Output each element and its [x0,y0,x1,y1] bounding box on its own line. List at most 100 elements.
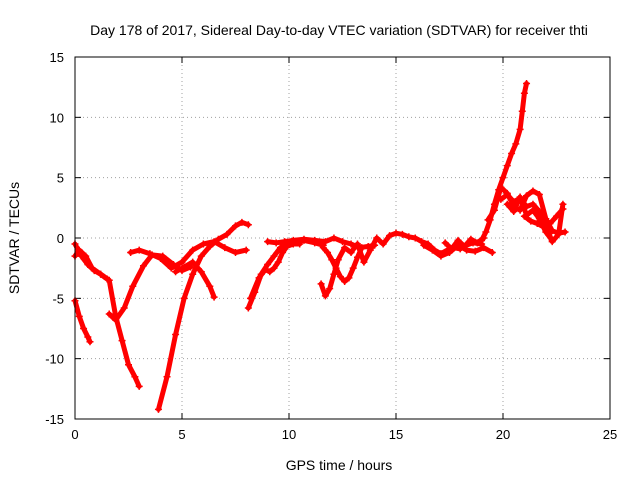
data-point [129,282,137,290]
data-point [238,218,246,226]
data-point [90,267,98,275]
plot-frame [74,56,611,420]
series-track-6 [154,218,252,413]
data-point [508,150,516,158]
data-point [266,268,274,276]
data-point [326,285,334,293]
data-point [84,333,92,341]
data-point [86,338,94,346]
data-point [97,270,105,278]
data-point [529,206,537,214]
data-point [542,228,550,236]
data-point [112,316,120,324]
data-point [499,174,507,182]
y-tick-label: 5 [57,171,64,186]
data-point [120,304,128,312]
data-point [311,236,319,244]
data-point [105,310,113,318]
data-point [533,220,541,228]
data-point [232,222,239,230]
data-point [516,193,524,201]
data-point [454,236,462,244]
data-point [478,236,486,244]
data-point [264,238,272,246]
data-point [345,274,353,282]
data-point [471,247,479,255]
data-point [379,240,387,248]
data-point [131,373,139,381]
data-point [330,234,338,242]
data-point [84,261,92,269]
data-point [270,264,278,272]
series-line [320,245,365,284]
x-tick-label: 15 [389,427,403,442]
data-point [261,265,269,273]
data-point [154,405,162,413]
x-tick-label: 5 [178,427,185,442]
data-point [125,361,132,369]
data-point [336,273,344,281]
data-point [206,242,214,250]
series-track-20 [520,205,567,231]
data-point [349,264,357,272]
data-point [428,246,436,254]
y-tick-label: -15 [45,412,64,427]
data-point [180,263,188,271]
data-point [330,270,338,278]
data-point [503,200,511,208]
data-point [210,293,218,301]
data-point [135,382,143,390]
x-tick-label: 0 [71,427,78,442]
data-point [546,220,554,228]
data-point [180,294,188,302]
data-point [157,255,165,263]
data-point [146,250,154,258]
y-tick-label: -10 [45,352,64,367]
data-point [405,233,413,241]
data-point [523,192,531,200]
data-point [163,373,171,381]
data-point [206,282,214,290]
data-point [559,205,567,213]
data-point [520,212,528,220]
y-tick-label: -5 [52,291,64,306]
data-point [347,240,355,248]
data-point [490,206,498,214]
data-point [366,246,374,254]
data-point [242,246,250,254]
series-line [106,252,194,323]
y-tick-label: 10 [50,110,64,125]
grid [75,57,610,419]
data-point [353,240,361,248]
series-track-7 [172,258,218,301]
data-series [71,80,569,413]
data-point [172,331,180,339]
data-point [497,183,505,191]
data-point [339,238,346,246]
data-point [441,239,449,247]
data-point [518,107,526,115]
data-point [473,239,481,247]
series-track-9 [246,240,304,302]
data-point [373,234,381,242]
data-point [264,261,272,269]
data-point [529,200,537,208]
data-point [512,140,520,148]
data-point [319,244,327,252]
data-point [244,304,252,312]
data-point [103,275,111,283]
series-track-5 [127,238,250,272]
data-point [548,236,556,244]
data-point [321,292,329,300]
data-point [189,246,197,254]
data-point [503,191,511,199]
data-point [270,252,278,260]
data-point [332,264,340,272]
data-point [460,242,468,250]
data-point [420,241,428,249]
data-point [535,191,543,199]
data-point [328,256,336,264]
data-point [467,235,475,243]
x-tick-label: 25 [603,427,617,442]
data-point [334,256,342,264]
